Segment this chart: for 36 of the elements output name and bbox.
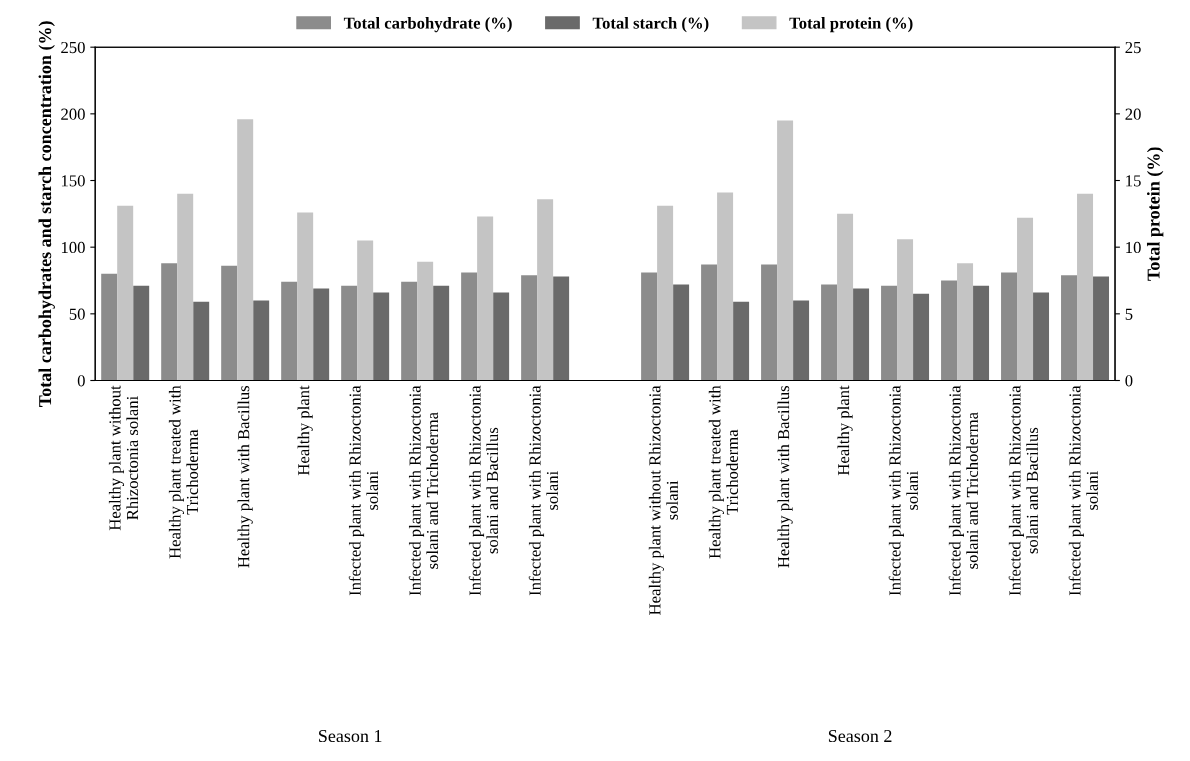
- x-tick-label: Healthy plant with Bacillus: [777, 385, 793, 568]
- y2-tick-label: 25: [1125, 41, 1141, 54]
- y-tick-label: 0: [77, 375, 85, 387]
- x-tick-label: Healthy plant: [297, 385, 313, 476]
- y2-tick-label: 0: [1125, 375, 1133, 387]
- bar: [777, 120, 794, 381]
- x-tick-label: Infected plant with Rhizoctonia solani: [348, 385, 379, 596]
- bar: [237, 119, 254, 381]
- y2-tick-label: 10: [1126, 241, 1141, 254]
- x-tick-label: Healthy plant: [837, 385, 853, 476]
- x-tick-label: Healthy plant without Rhizoctonia solani: [108, 385, 139, 531]
- legend-label: Total protein (%): [789, 17, 913, 33]
- x-tick-label: Infected plant with Rhizoctonia solani and Trichoderma: [408, 385, 439, 596]
- x-tick-label: Infected plant with Rhizoctonia solani: [888, 385, 919, 596]
- text: Season 2: [828, 729, 892, 743]
- x-tick-label: Healthy plant without Rhizoctonia solani: [648, 385, 679, 615]
- y2-tick-label: 15: [1126, 175, 1141, 187]
- x-tick-label: Infected plant with Rhizoctonia solani and Trichoderma: [948, 385, 979, 596]
- x-tick-label: Healthy plant treated with Trichoderma: [168, 385, 199, 559]
- y-tick-label: 100: [61, 241, 85, 254]
- y2-tick-label: 20: [1125, 108, 1141, 120]
- legend-label: Total starch (%): [592, 17, 709, 33]
- y-tick-label: 50: [69, 308, 85, 320]
- text: Season 1: [319, 729, 382, 743]
- y2-axis-title: Total protein (%): [1146, 147, 1164, 281]
- bar: [253, 300, 270, 381]
- legend-label: Total carbohydrate (%): [343, 17, 512, 33]
- y-tick-label: 250: [61, 41, 85, 54]
- x-tick-label: Infected plant with Rhizoctonia solani: [1068, 385, 1099, 596]
- y-tick-label: 200: [61, 108, 85, 120]
- y2-tick-label: 5: [1125, 308, 1133, 320]
- bar: [793, 300, 810, 381]
- y-axis-title: Total carbohydrates and starch concentration (%): [38, 21, 55, 407]
- y-tick-label: 150: [61, 175, 85, 187]
- x-tick-label: Healthy plant with Bacillus: [237, 385, 253, 568]
- x-tick-label: Infected plant with Rhizoctonia solani: [528, 385, 559, 596]
